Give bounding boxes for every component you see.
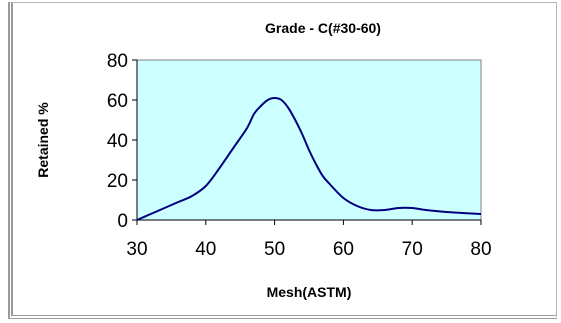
- y-axis: 0 20 40 60 80: [107, 51, 138, 232]
- y-axis-label: Retained %: [35, 102, 51, 178]
- x-tick-label: 30: [126, 239, 147, 260]
- y-tick-label: 60: [107, 91, 128, 112]
- x-axis-label: Mesh(ASTM): [267, 284, 352, 300]
- plot-area: [136, 59, 482, 221]
- x-tick-label: 60: [333, 239, 354, 260]
- x-tick-label: 70: [402, 239, 423, 260]
- y-tick-label: 20: [107, 171, 128, 192]
- y-tick-label: 80: [107, 51, 128, 72]
- x-tick-label: 80: [470, 239, 491, 260]
- y-tick-label: 40: [107, 131, 128, 152]
- x-axis: 30 40 50 60 70 80: [126, 219, 492, 260]
- y-tick-label: 0: [117, 211, 128, 232]
- x-tick-label: 50: [264, 239, 285, 260]
- chart-title: Grade - C(#30-60): [265, 20, 381, 36]
- x-tick-label: 40: [195, 239, 216, 260]
- series-line: [136, 96, 482, 221]
